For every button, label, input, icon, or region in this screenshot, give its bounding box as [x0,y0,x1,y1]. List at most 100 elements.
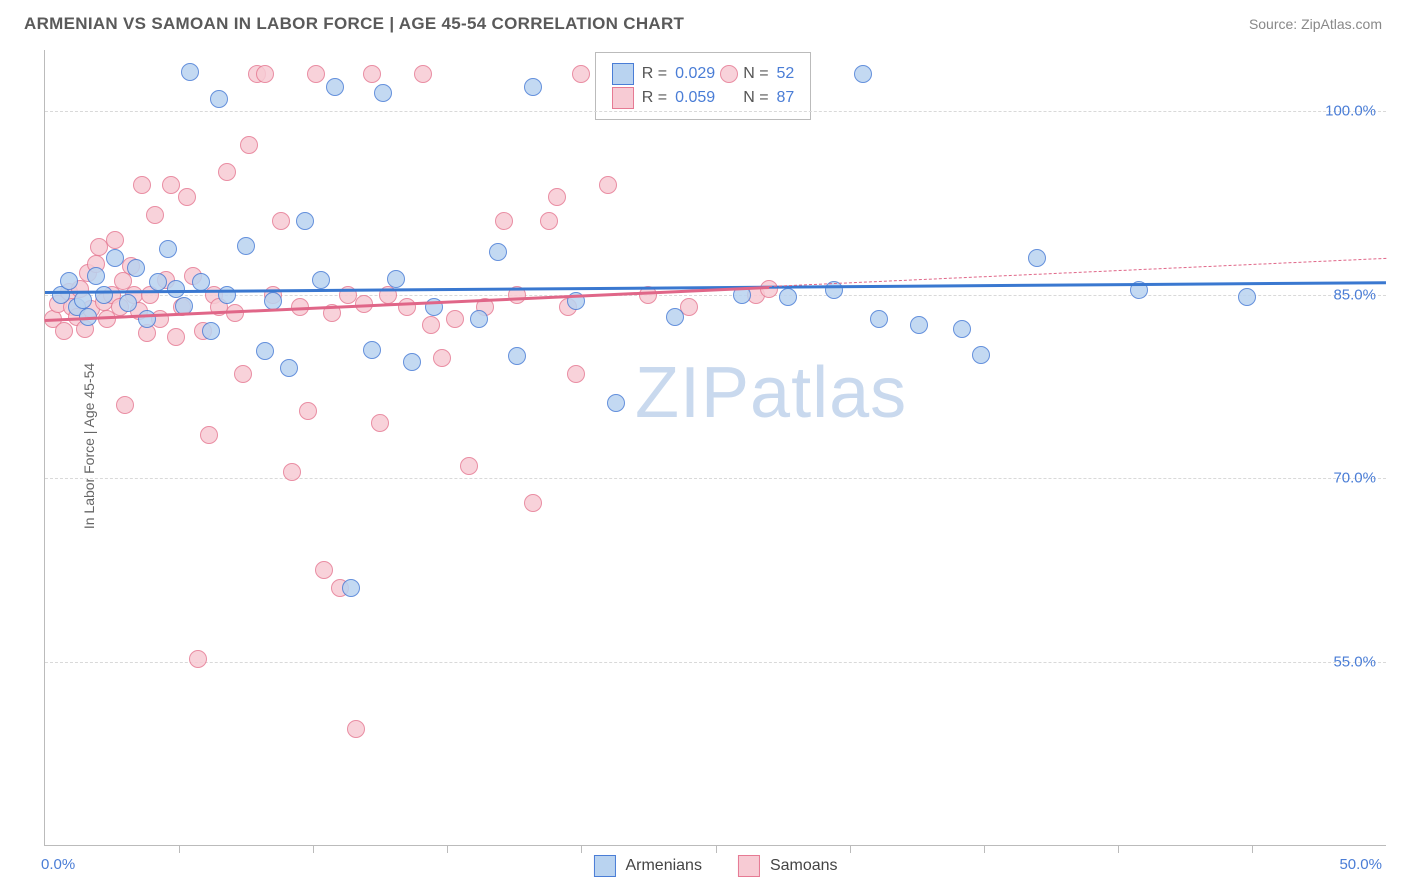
r-label: R = [642,65,667,83]
data-point [342,579,360,597]
data-point [422,316,440,334]
data-point [133,176,151,194]
data-point [548,188,566,206]
legend-swatch [612,63,634,85]
n-value: 87 [777,89,795,107]
y-tick-label: 85.0% [1333,286,1376,303]
data-point [280,359,298,377]
data-point [326,78,344,96]
data-point [470,310,488,328]
data-point [398,298,416,316]
data-point [272,212,290,230]
data-point [363,65,381,83]
data-point [312,271,330,289]
x-axis-end-label: 50.0% [1339,856,1382,873]
data-point [119,294,137,312]
source-label: Source: ZipAtlas.com [1249,16,1382,32]
legend-swatch [593,855,615,877]
data-point [495,212,513,230]
n-label: N = [743,65,768,83]
data-point [1028,249,1046,267]
data-point [127,259,145,277]
data-point [720,65,738,83]
data-point [910,316,928,334]
data-point [347,720,365,738]
stats-legend: R =0.029N =52R =0.059N =87 [595,52,812,120]
r-value: 0.059 [675,89,715,107]
y-tick-label: 70.0% [1333,470,1376,487]
watermark: ZIPatlas [635,352,907,434]
x-tick [716,845,717,853]
data-point [189,650,207,668]
data-point [387,270,405,288]
x-tick [850,845,851,853]
r-label: R = [642,89,667,107]
x-tick [313,845,314,853]
data-point [363,341,381,359]
data-point [283,463,301,481]
data-point [138,310,156,328]
legend-item: Armenians [593,855,701,877]
data-point [256,342,274,360]
y-tick-label: 100.0% [1325,103,1376,120]
data-point [524,78,542,96]
series-legend: Armenians Samoans [593,855,837,877]
legend-swatch [612,87,634,109]
data-point [60,272,78,290]
watermark-light: atlas [750,353,907,433]
x-tick [1252,845,1253,853]
data-point [116,396,134,414]
data-point [489,243,507,261]
data-point [200,426,218,444]
data-point [146,206,164,224]
data-point [178,188,196,206]
data-point [55,322,73,340]
grid-line [45,295,1386,296]
scatter-chart: ZIPatlas R =0.029N =52R =0.059N =87 Arme… [44,50,1386,846]
x-tick [179,845,180,853]
data-point [460,457,478,475]
data-point [446,310,464,328]
data-point [374,84,392,102]
data-point [524,494,542,512]
legend-label: Samoans [770,857,838,875]
grid-line [45,662,1386,663]
n-value: 52 [777,65,795,83]
data-point [95,286,113,304]
data-point [240,136,258,154]
data-point [508,347,526,365]
data-point [433,349,451,367]
x-axis-origin-label: 0.0% [41,856,75,873]
data-point [218,286,236,304]
x-tick [1118,845,1119,853]
data-point [234,365,252,383]
chart-title: ARMENIAN VS SAMOAN IN LABOR FORCE | AGE … [24,14,684,34]
data-point [315,561,333,579]
data-point [162,176,180,194]
x-tick [447,845,448,853]
data-point [779,288,797,306]
stats-legend-row: R =0.059N =87 [612,87,795,109]
data-point [299,402,317,420]
data-point [666,308,684,326]
data-point [237,237,255,255]
data-point [159,240,177,258]
data-point [106,231,124,249]
data-point [572,65,590,83]
data-point [167,328,185,346]
y-tick-label: 55.0% [1333,653,1376,670]
data-point [192,273,210,291]
stats-legend-row: R =0.029N =52 [612,63,795,85]
data-point [264,292,282,310]
data-point [181,63,199,81]
x-tick [984,845,985,853]
data-point [307,65,325,83]
data-point [403,353,421,371]
data-point [106,249,124,267]
data-point [371,414,389,432]
data-point [607,394,625,412]
data-point [256,65,274,83]
data-point [599,176,617,194]
data-point [870,310,888,328]
grid-line [45,111,1386,112]
